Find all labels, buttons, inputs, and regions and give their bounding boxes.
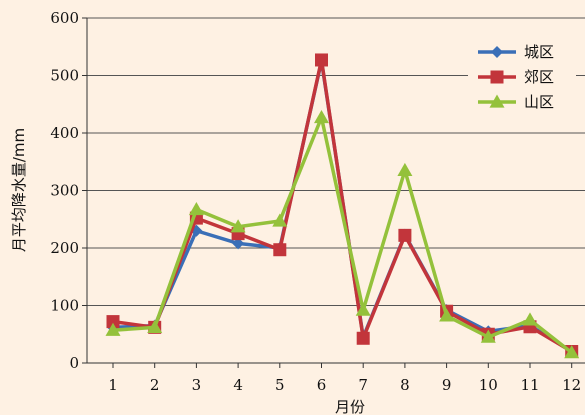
x-tick-label-5: 5 (275, 376, 285, 394)
x-axis-label: 月份 (335, 398, 365, 415)
y-tick-label-400: 400 (50, 124, 79, 142)
legend-label-郊区: 郊区 (524, 68, 554, 86)
x-tick-label-3: 3 (192, 376, 202, 394)
legend-marker-郊区 (490, 70, 504, 84)
legend-label-山区: 山区 (524, 93, 554, 111)
data-point-山区-9 (439, 308, 455, 322)
x-tick-label-8: 8 (400, 376, 410, 394)
series-山区 (105, 109, 580, 359)
x-tick-label-4: 4 (233, 376, 243, 394)
x-tick-label-12: 12 (562, 376, 581, 394)
series-line-山区 (112, 115, 573, 355)
data-point-山区-7 (355, 302, 371, 316)
x-tick-label-7: 7 (358, 376, 368, 394)
data-point-城区-4 (232, 237, 245, 250)
y-tick-label-600: 600 (50, 9, 79, 27)
data-point-山区-11 (522, 312, 538, 326)
y-axis-label: 月平均降水量/mm (10, 128, 28, 252)
x-tick-label-11: 11 (520, 376, 539, 394)
x-tick-labels: 1 2 3 4 5 6 7 8 9 10 11 12 (108, 363, 581, 394)
data-point-郊区-8 (398, 228, 412, 242)
data-point-山区-5 (272, 213, 288, 227)
data-point-山区-3 (188, 201, 204, 216)
data-point-山区-12 (564, 345, 580, 359)
legend-label-城区: 城区 (524, 43, 554, 61)
y-tick-label-200: 200 (50, 239, 79, 257)
x-tick-label-9: 9 (442, 376, 452, 394)
series-group (105, 53, 580, 359)
data-point-山区-6 (314, 109, 329, 124)
data-point-郊区-6 (315, 53, 328, 67)
x-tick-label-2: 2 (150, 376, 160, 394)
data-point-山区-1 (105, 322, 121, 336)
x-tick-label-1: 1 (108, 376, 118, 394)
y-tick-label-100: 100 (50, 297, 79, 315)
data-point-郊区-1 (106, 315, 120, 329)
y-tick-label-0: 0 (69, 354, 79, 372)
y-tick-label-300: 300 (50, 182, 79, 200)
legend-marker-城区 (491, 46, 503, 58)
x-tick-label-10: 10 (479, 376, 498, 394)
data-point-山区-10 (480, 329, 496, 343)
data-point-山区-4 (230, 219, 246, 233)
data-point-郊区-7 (356, 331, 370, 345)
data-point-山区-8 (397, 162, 413, 176)
data-point-郊区-5 (273, 243, 287, 257)
y-tick-labels: 0 100 200 300 400 500 600 (50, 9, 87, 372)
y-tick-label-500: 500 (50, 67, 79, 85)
x-tick-label-6: 6 (317, 376, 327, 394)
data-point-山区-2 (147, 319, 163, 333)
legend-marker-山区 (489, 94, 505, 108)
